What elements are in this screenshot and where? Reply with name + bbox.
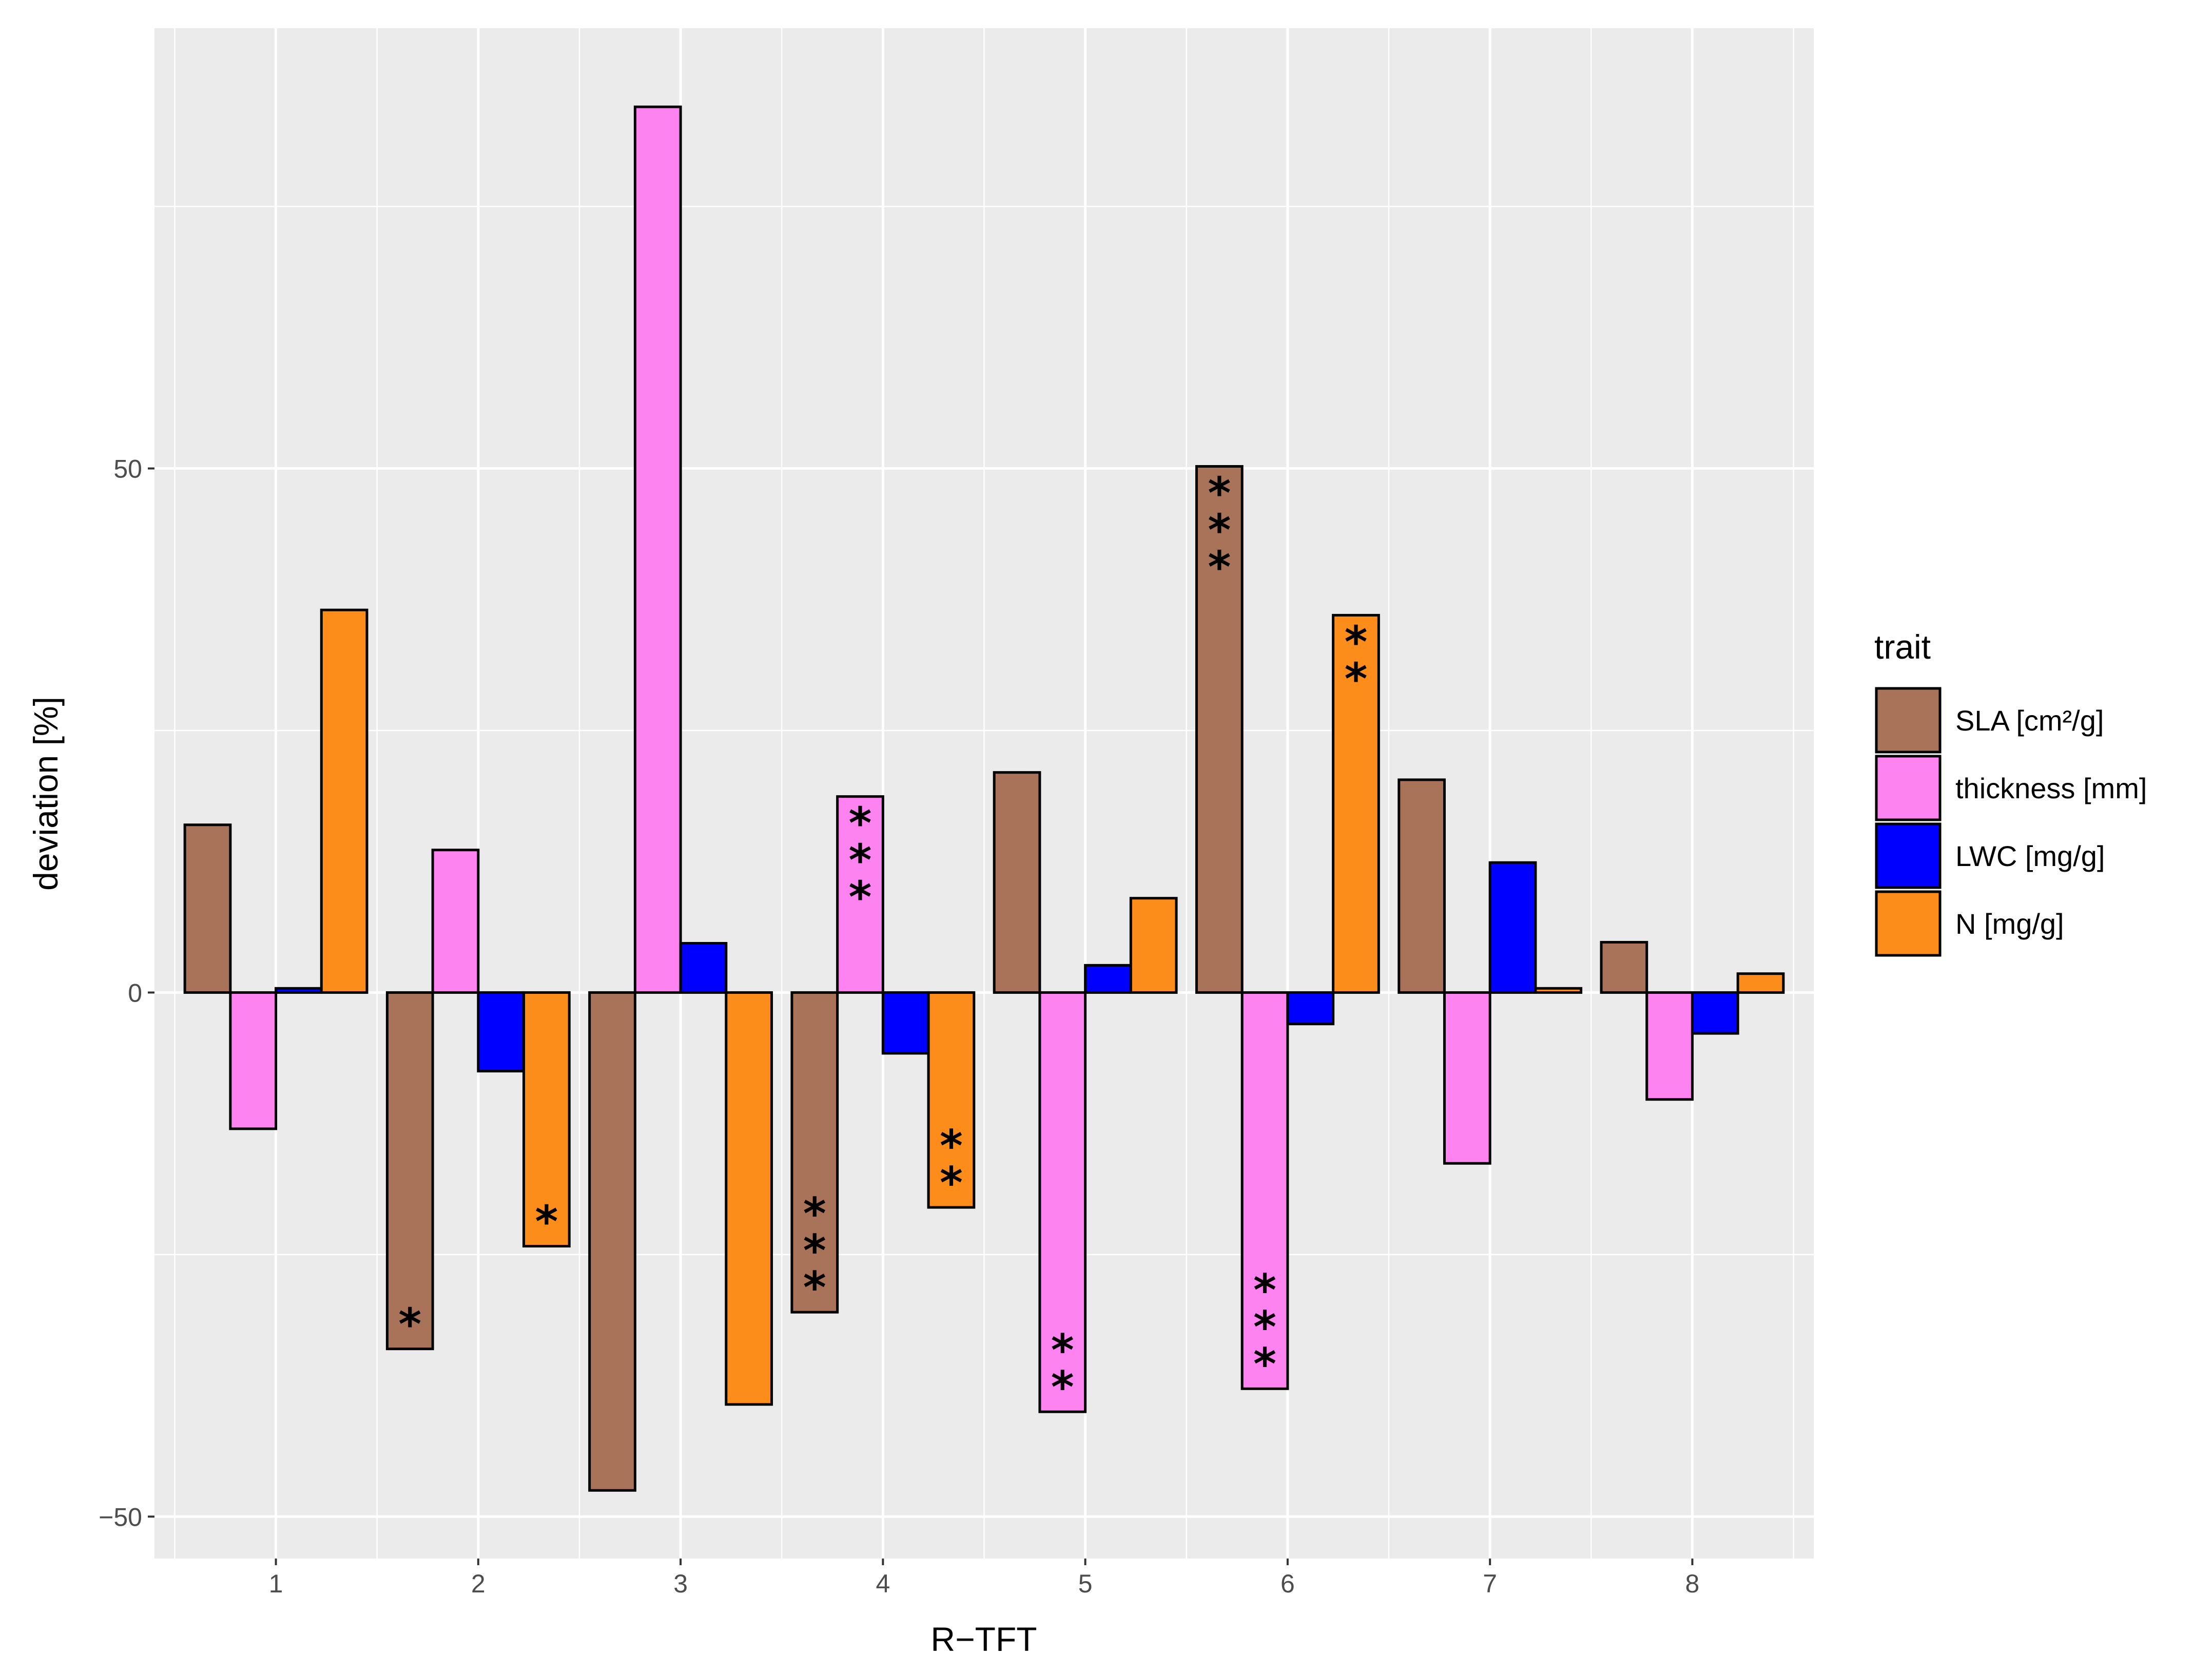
bar <box>431 849 480 994</box>
bar <box>522 991 571 1248</box>
bar <box>881 991 930 1055</box>
bar <box>1736 972 1785 994</box>
bar <box>725 991 773 1406</box>
x-axis: 1 2 3 4 5 6 7 8 <box>269 1559 1700 1598</box>
legend-label: LWC [mg/g] <box>1955 840 2105 872</box>
significance-mark: * <box>803 1188 826 1240</box>
bar <box>1534 987 1583 994</box>
y-tick-label: 0 <box>128 978 142 1007</box>
y-tick-label: 50 <box>113 455 142 484</box>
bar <box>1195 465 1244 994</box>
x-axis-title: R−TFT <box>930 1620 1037 1658</box>
significance-mark: * <box>398 1299 421 1351</box>
bar <box>229 991 278 1130</box>
significance-mark: * <box>1253 1339 1276 1390</box>
bar <box>385 991 434 1351</box>
significance-mark: * <box>1051 1362 1074 1413</box>
significance-mark: * <box>1208 505 1231 556</box>
bar <box>1645 991 1694 1101</box>
significance-mark: * <box>849 798 872 850</box>
x-tick-label: 1 <box>269 1569 283 1598</box>
bar <box>836 795 884 994</box>
legend-key <box>1875 890 1942 957</box>
bar <box>993 771 1041 994</box>
significance-mark: * <box>803 1225 826 1277</box>
legend: trait SLA [cm²/g] thickness [mm] LWC [mg/g… <box>1874 628 2147 957</box>
bars <box>183 105 1785 1492</box>
bar <box>320 608 368 994</box>
legend-label: SLA [cm²/g] <box>1955 704 2104 737</box>
significance-mark: * <box>940 1121 963 1172</box>
legend-key <box>1875 755 1942 821</box>
y-tick-label: −50 <box>99 1503 142 1531</box>
significance-mark: * <box>1051 1325 1074 1376</box>
bar <box>1691 991 1739 1035</box>
legend-label: thickness [mm] <box>1955 772 2147 804</box>
bar <box>1129 897 1178 994</box>
significance-mark: * <box>803 1262 826 1314</box>
legend-label: N [mg/g] <box>1955 908 2064 940</box>
x-tick-label: 6 <box>1280 1569 1295 1598</box>
bar <box>1240 991 1289 1390</box>
x-tick-label: 8 <box>1685 1569 1700 1598</box>
x-tick-label: 3 <box>673 1569 688 1598</box>
bar <box>183 823 232 994</box>
bar <box>1038 991 1087 1413</box>
bar <box>633 105 682 994</box>
significance-marks: ******************** <box>398 468 1367 1413</box>
significance-mark: * <box>1344 653 1367 705</box>
significance-mark: * <box>849 872 872 924</box>
bar <box>927 991 976 1209</box>
x-tick-label: 7 <box>1483 1569 1497 1598</box>
bar <box>588 991 636 1492</box>
minor-gridlines <box>154 28 1814 1559</box>
y-axis: −50 0 50 <box>99 455 154 1531</box>
bar <box>275 987 323 994</box>
significance-mark: * <box>940 1158 963 1209</box>
bar <box>679 941 728 994</box>
bar <box>477 991 526 1073</box>
bar <box>1443 991 1491 1165</box>
significance-mark: * <box>1208 468 1231 519</box>
bar <box>1600 940 1648 994</box>
significance-mark: * <box>535 1197 558 1248</box>
bar <box>1084 964 1132 994</box>
significance-mark: * <box>849 835 872 887</box>
legend-title: trait <box>1874 628 1931 666</box>
legend-key <box>1875 687 1942 754</box>
bar <box>1286 991 1335 1026</box>
x-tick-label: 2 <box>471 1569 486 1598</box>
significance-mark: * <box>1253 1265 1276 1316</box>
x-tick-label: 5 <box>1078 1569 1093 1598</box>
significance-mark: * <box>1344 617 1367 668</box>
bar <box>1398 778 1446 994</box>
significance-mark: * <box>1253 1302 1276 1353</box>
bar <box>1488 861 1537 994</box>
bar <box>1332 613 1380 994</box>
legend-key <box>1875 822 1942 889</box>
significance-mark: * <box>1208 542 1231 593</box>
y-axis-title: deviation [%] <box>27 697 65 891</box>
bar <box>790 991 839 1314</box>
x-tick-label: 4 <box>876 1569 890 1598</box>
